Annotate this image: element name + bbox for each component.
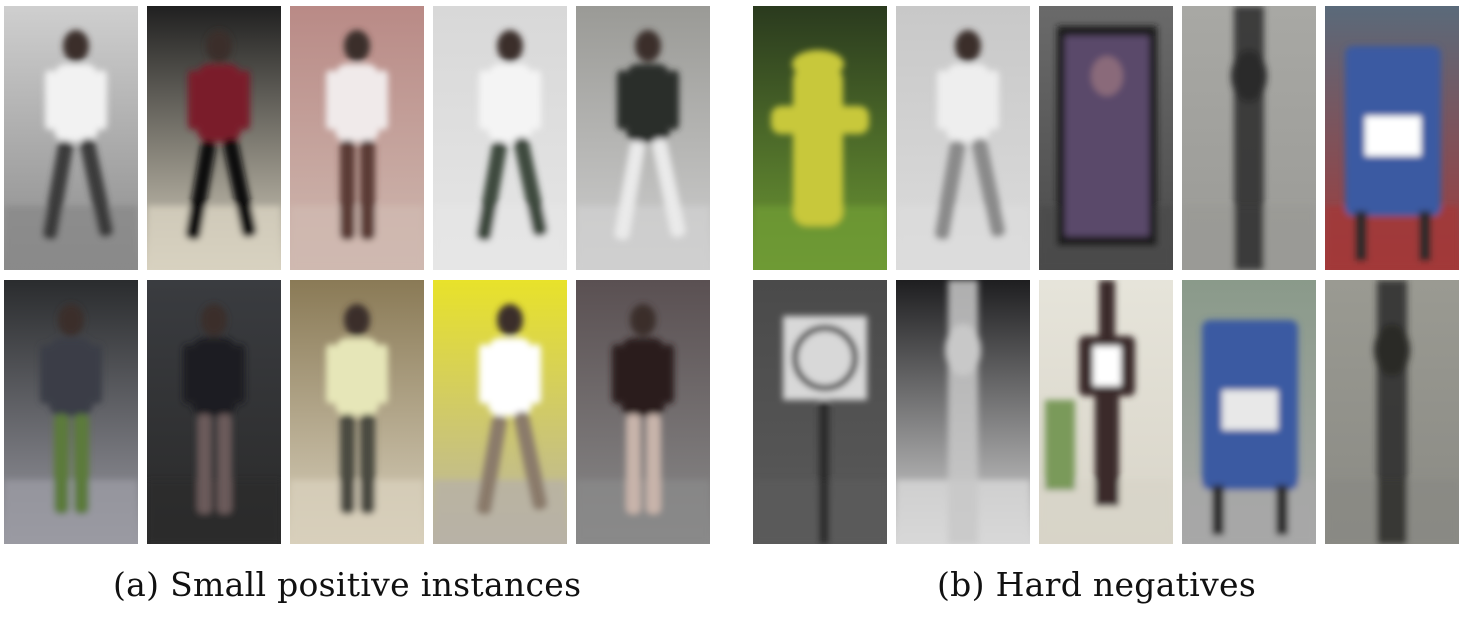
positive-crop-8 [290, 280, 424, 544]
negative-crop-10 [1325, 280, 1459, 544]
positive-crop-2 [147, 6, 281, 270]
negative-crop-8 [1039, 280, 1173, 544]
negative-crop-3 [1039, 6, 1173, 270]
positive-crop-1 [4, 6, 138, 270]
positive-crop-9 [433, 280, 567, 544]
negative-crop-4 [1182, 6, 1316, 270]
positive-crop-4 [433, 6, 567, 270]
caption-a: (a) Small positive instances [113, 565, 582, 604]
panel-small-positive-instances [4, 6, 710, 544]
positive-crop-6 [4, 280, 138, 544]
image-grid-b [753, 6, 1459, 544]
image-grid-a [4, 6, 710, 544]
positive-crop-5 [576, 6, 710, 270]
negative-crop-9 [1182, 280, 1316, 544]
caption-b: (b) Hard negatives [937, 565, 1257, 604]
negative-crop-1 [753, 6, 887, 270]
positive-crop-3 [290, 6, 424, 270]
negative-crop-5 [1325, 6, 1459, 270]
panel-hard-negatives [753, 6, 1459, 544]
negative-crop-6 [753, 280, 887, 544]
positive-crop-7 [147, 280, 281, 544]
positive-crop-10 [576, 280, 710, 544]
negative-crop-7 [896, 280, 1030, 544]
negative-crop-2 [896, 6, 1030, 270]
